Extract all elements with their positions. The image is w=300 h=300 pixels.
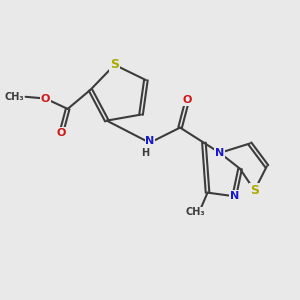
Text: O: O bbox=[41, 94, 50, 103]
Text: O: O bbox=[183, 95, 192, 105]
Text: CH₃: CH₃ bbox=[4, 92, 24, 102]
Text: N: N bbox=[230, 191, 239, 201]
Text: H: H bbox=[141, 148, 149, 158]
Text: O: O bbox=[57, 128, 66, 138]
Text: N: N bbox=[145, 136, 154, 146]
Text: N: N bbox=[215, 148, 224, 158]
Text: CH₃: CH₃ bbox=[186, 207, 206, 217]
Text: S: S bbox=[250, 184, 259, 197]
Text: S: S bbox=[110, 58, 119, 71]
